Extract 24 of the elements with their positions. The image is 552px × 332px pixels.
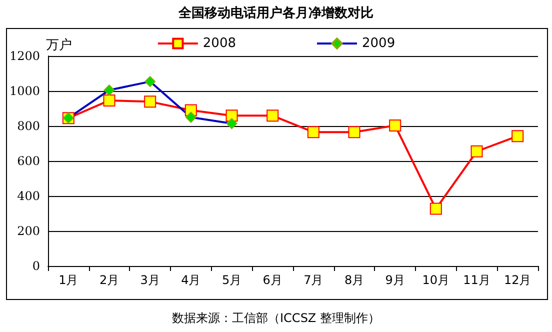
legend-label: 2008 [202,36,236,51]
x-tick-label: 8月 [344,273,364,287]
x-tick-label: 4月 [181,273,201,287]
y-tick-label: 0 [32,259,40,273]
source-note: 数据来源：工信部（ICCSZ 整理制作） [171,310,381,327]
x-tick-label: 3月 [140,273,160,287]
y-tick-label: 1200 [9,49,40,63]
x-tick-label: 10月 [422,273,450,287]
y-tick-label: 600 [17,154,40,168]
legend-label: 2009 [362,36,396,51]
y-tick-label: 400 [17,189,40,203]
y-axis-title: 万户 [46,38,72,53]
chart-title: 全国移动电话用户各月净增数对比 [178,4,374,22]
x-tick-label: 1月 [58,273,78,287]
y-tick-label: 1000 [9,84,40,98]
y-tick-label: 800 [17,119,40,133]
x-tick-label: 12月 [504,273,532,287]
x-tick-label: 9月 [385,273,405,287]
y-tick-label: 200 [17,224,40,238]
x-tick-label: 11月 [463,273,490,287]
x-tick-label: 2月 [99,273,120,287]
x-tick-label: 7月 [304,273,324,287]
x-tick-label: 6月 [262,273,282,287]
x-tick-label: 5月 [222,273,242,287]
